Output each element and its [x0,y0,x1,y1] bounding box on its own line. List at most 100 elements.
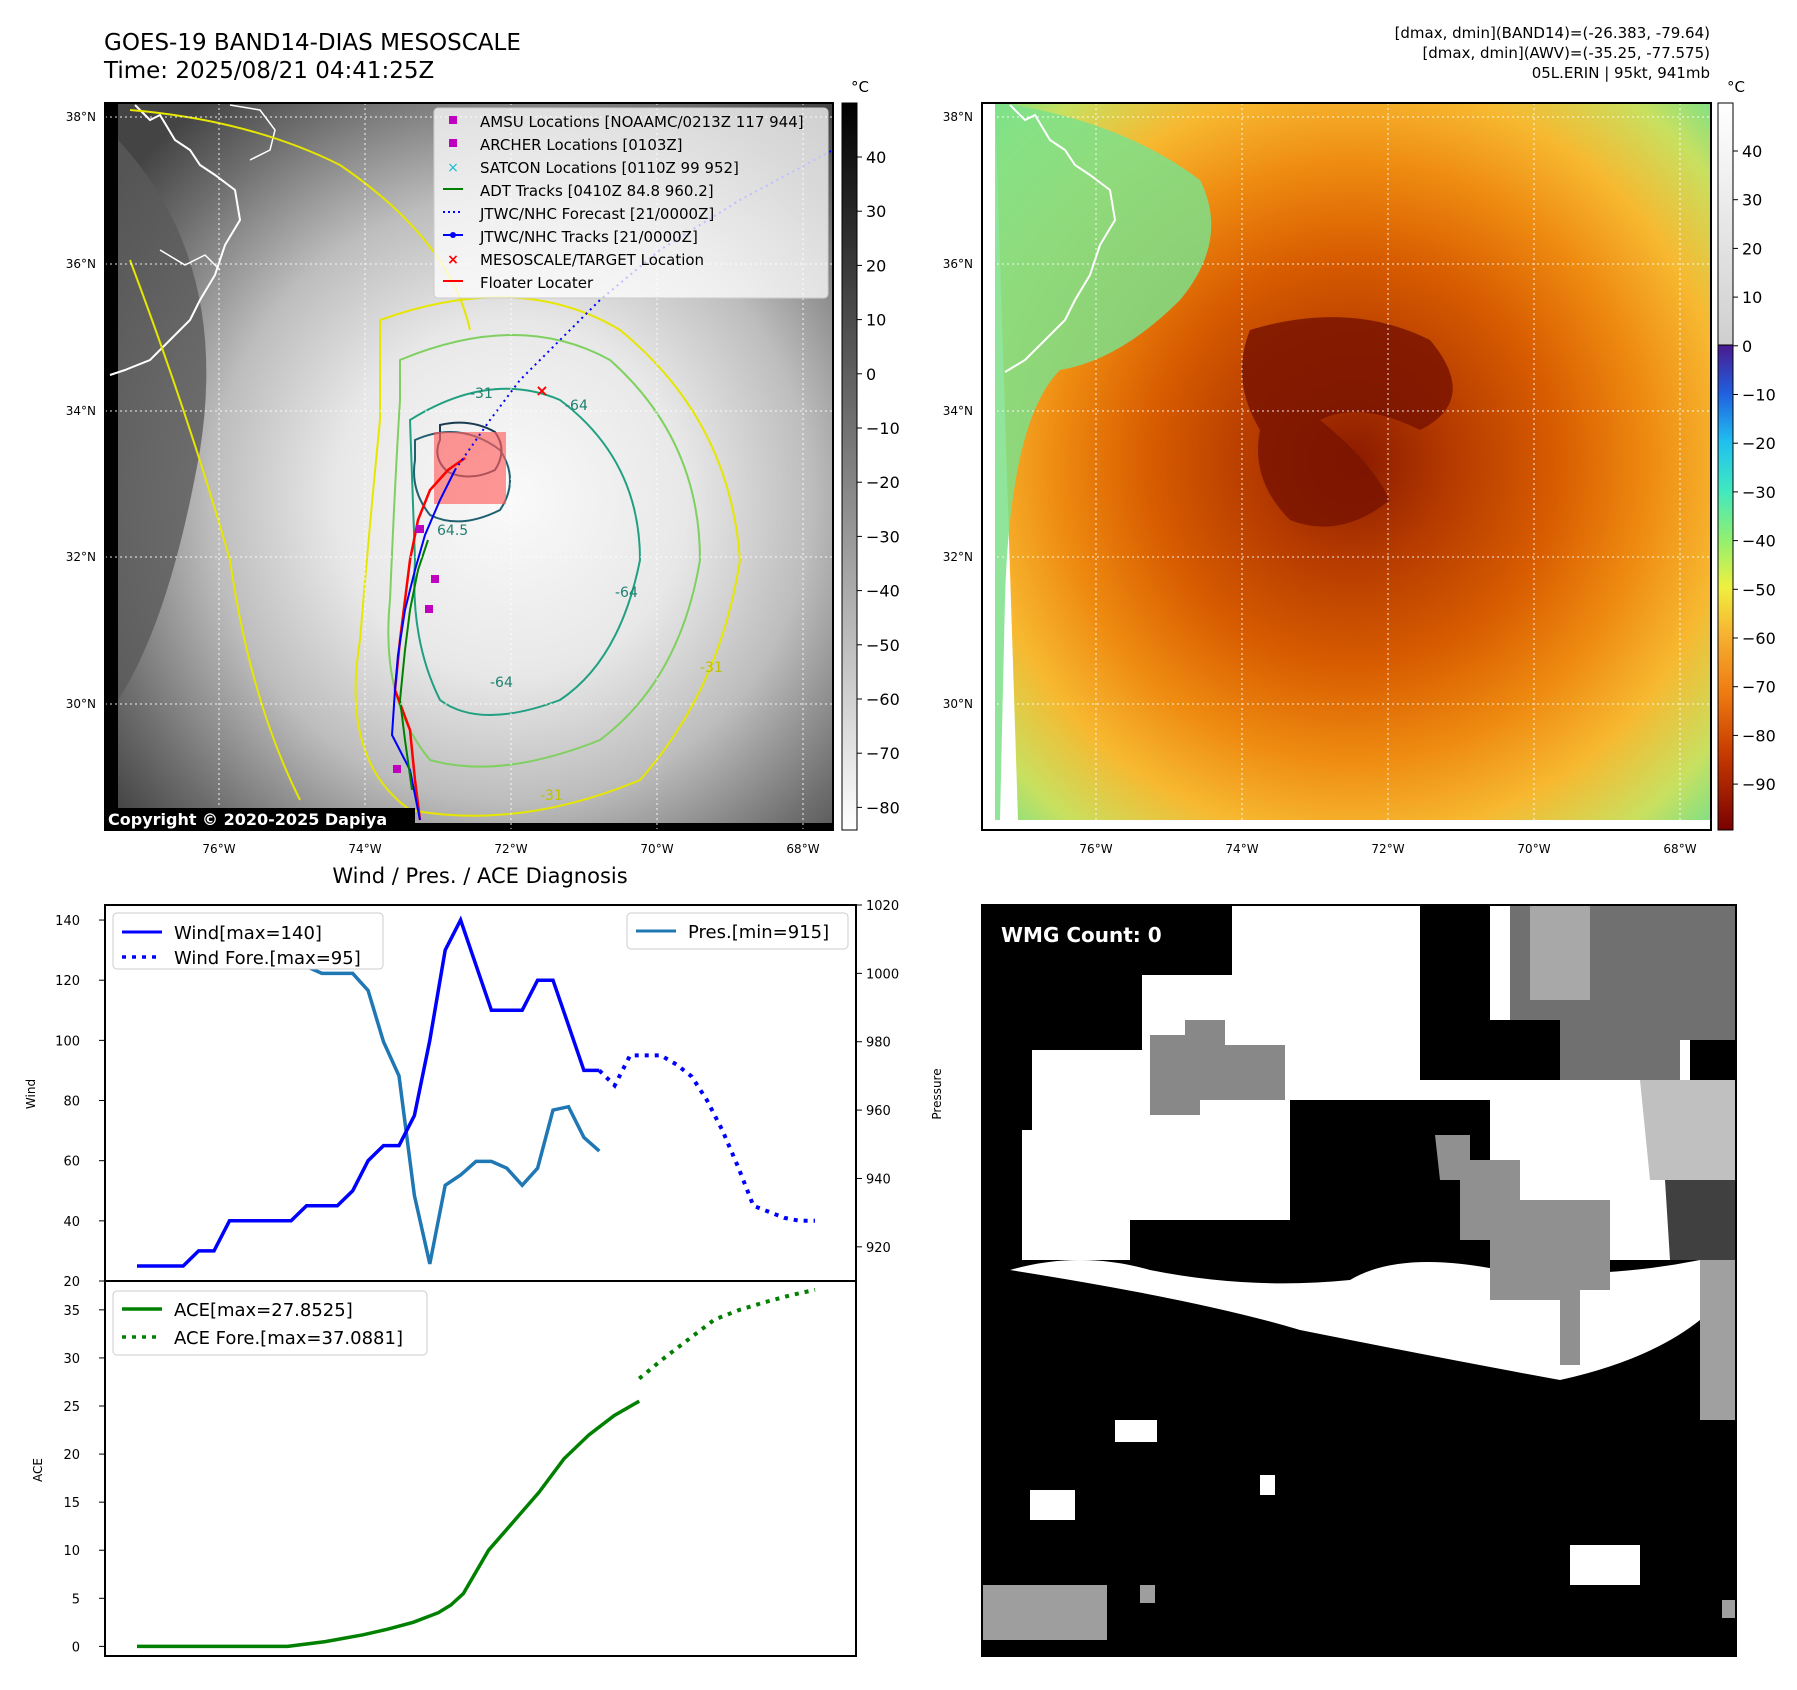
pressure-y-tick-label: 980 [866,1036,891,1051]
archer-marker [425,605,433,613]
ir-cbar-tick-label: 10 [866,311,886,330]
wind-y-tick-label: 40 [63,1215,80,1230]
awv-lat-ticks: 38°N 36°N 34°N 32°N 30°N [943,110,973,711]
awv-cbar-tick-label: −90 [1742,775,1776,794]
pressure-axis-label: Pressure [930,1068,944,1119]
wind-y-tick-label: 80 [63,1095,80,1110]
lat-tick: 30°N [943,697,973,711]
awv-cbar-tick-label: −40 [1742,532,1776,551]
pressure-y-tick-label: 1000 [866,967,899,982]
lat-tick: 32°N [66,550,96,564]
ir-cbar-tick-label: −20 [866,473,900,492]
ir-map-panel: × -31 -64 64.5 -64 -64 -31 [66,102,834,856]
lon-tick: 72°W [494,842,527,856]
ir-cbar-tick-label: 30 [866,202,886,221]
awv-frame [981,102,1712,831]
wmg-black-regions [982,905,1736,1656]
wind-axis-label: Wind [24,1079,38,1109]
legend-tracks: JTWC/NHC Tracks [21/0000Z] [479,228,698,246]
wmg-gray-regions [982,905,1736,1640]
target-legend-icon: × [447,252,459,268]
lat-tick: 34°N [66,404,96,418]
satcon-legend-icon: × [447,160,459,176]
contour-label: -31 [700,660,723,676]
awv-cbar-tick-label: −30 [1742,483,1776,502]
archer-legend-icon [449,139,457,147]
wind-y-tick-label: 100 [55,1034,80,1049]
awv-cbar-tick-label: 20 [1742,239,1762,258]
awv-cbar-tick-label: 10 [1742,288,1762,307]
legend-target: MESOSCALE/TARGET Location [480,251,704,269]
ir-cbar-tick-label: 20 [866,256,886,275]
ir-cbar-tick-label: −80 [866,798,900,817]
ace-y-tick-label: 0 [72,1640,80,1655]
info-storm: 05L.ERIN | 95kt, 941mb [1532,64,1710,82]
wind-y-tick-label: 140 [55,914,80,929]
ace-y-tick-label: 5 [72,1592,80,1607]
ace-y-tick-label: 25 [63,1400,80,1415]
lon-tick: 74°W [348,842,381,856]
awv-dry-arm [995,103,1212,820]
pressure-y-tick-label: 920 [866,1241,891,1256]
legend-satcon: SATCON Locations [0110Z 99 952] [480,159,739,177]
lon-tick: 76°W [202,842,235,856]
awv-gridlines [982,103,1711,830]
ace-y-tick-label: 35 [63,1304,80,1319]
ace-legend-label: ACE[max=27.8525] [174,1300,353,1321]
lon-tick: 68°W [786,842,819,856]
contour-labels: -31 -64 64.5 -64 -64 -31 -31 [437,386,723,804]
legend-forecast: JTWC/NHC Forecast [21/0000Z] [479,205,714,223]
ir-cbar-tick-label: 0 [866,365,876,384]
pressure-legend-label: Pres.[min=915] [688,922,829,943]
pressure-y-tick-label: 940 [866,1172,891,1187]
wind-forecast-legend-label: Wind Fore.[max=95] [174,948,361,969]
ir-cbar-tick-label: −50 [866,636,900,655]
map-legend: × × AMSU Locations [NOAAMC/0213Z 117 944… [433,107,829,299]
coastline-detail [159,104,276,271]
ir-lat-ticks: 38°N 36°N 34°N 32°N 30°N [66,110,96,711]
adt-track [398,539,429,791]
coastline [109,104,242,376]
ace-forecast-legend-label: ACE Fore.[max=37.0881] [174,1328,403,1349]
figure-title: GOES-19 BAND14-DIAS MESOSCALE [104,30,521,56]
wind-y-tick-label: 120 [55,974,80,989]
ace-legend: ACE[max=27.8525] ACE Fore.[max=37.0881] [112,1290,428,1356]
amsu-marker [393,765,401,773]
ir-clear-area [118,140,207,700]
lon-tick: 74°W [1225,842,1258,856]
ir-colorbar-unit: °C [851,78,869,96]
awv-cbar-tick-label: 40 [1742,142,1762,161]
awv-lon-ticks: 76°W 74°W 72°W 70°W 68°W [1079,842,1696,856]
wind-legend: Wind[max=140] Wind Fore.[max=95] [112,912,384,970]
pressure-legend: Pres.[min=915] [626,912,849,950]
pressure-y-tick-label: 960 [866,1104,891,1119]
floater-locater-track [393,456,466,821]
ace-line [137,1399,641,1649]
contour-label: -31 [540,788,563,804]
ace-y-tick-label: 15 [63,1496,80,1511]
wind-y-tick-label: 20 [63,1275,80,1290]
awv-map-panel: 38°N 36°N 34°N 32°N 30°N 76°W 74°W 72°W … [943,102,1712,856]
legend-amsu: AMSU Locations [NOAAMC/0213Z 117 944] [480,113,804,131]
amsu-legend-icon [449,116,457,124]
contour-label: -64 [615,585,638,601]
lat-tick: 36°N [943,257,973,271]
ir-cbar-tick-label: 40 [866,148,886,167]
ace-y-tick-label: 30 [63,1352,80,1367]
wmg-count-label: WMG Count: 0 [1001,923,1162,947]
awv-cbar-tick-label: −70 [1742,678,1776,697]
jtwc-track [390,469,456,821]
lon-tick: 70°W [640,842,673,856]
lat-tick: 32°N [943,550,973,564]
awv-cbar-tick-label: −60 [1742,629,1776,648]
ir-cbar-tick-label: −70 [866,744,900,763]
awv-colorbar-unit: °C [1727,78,1745,96]
target-marker: × [535,381,548,400]
wind-y-tick-label: 60 [63,1155,80,1170]
wind-legend-label: Wind[max=140] [174,923,322,944]
lat-tick: 38°N [66,110,96,124]
wind-line [137,915,600,1268]
legend-floater: Floater Locater [480,274,594,292]
lon-tick: 76°W [1079,842,1112,856]
